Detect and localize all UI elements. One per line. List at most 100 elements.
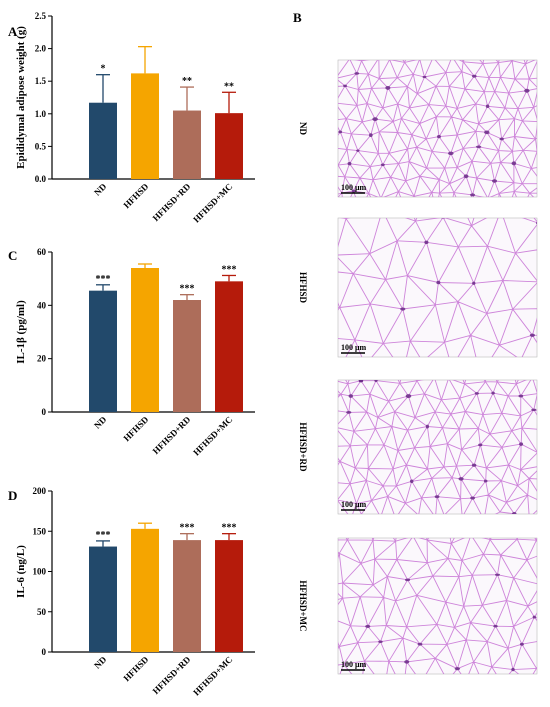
nucleus (511, 161, 517, 166)
nucleus (485, 104, 490, 109)
nucleus (437, 134, 441, 139)
category-label: HFHSD+MC (191, 181, 234, 224)
nucleus (346, 411, 352, 414)
nucleus (458, 477, 464, 481)
nucleus (471, 463, 477, 467)
y-tick-label: 100 (33, 567, 47, 577)
category-label: HFHSD+MC (191, 414, 234, 457)
nucleus (378, 640, 383, 643)
nucleus (454, 667, 461, 671)
nucleus (463, 174, 469, 179)
scale-bar-label: 100 μm (341, 183, 367, 192)
nucleus (324, 665, 329, 668)
significance-label: ** (182, 76, 192, 87)
nucleus (374, 380, 378, 382)
nucleus (425, 42, 431, 45)
panel-label-d: D (8, 488, 17, 503)
y-tick-label: 150 (33, 526, 47, 536)
nucleus (518, 394, 524, 398)
significance-label: *** (180, 284, 195, 295)
nucleus (356, 149, 360, 152)
bar-hfhsd-rd (173, 300, 201, 412)
category-label: ND (92, 414, 109, 431)
nucleus (343, 84, 348, 88)
nucleus (422, 75, 427, 79)
nucleus (529, 333, 535, 337)
nucleus (434, 207, 438, 210)
nucleus (405, 394, 412, 399)
nucleus (417, 642, 423, 646)
category-label: HFHSD+MC (191, 654, 234, 697)
nucleus (448, 151, 454, 156)
nucleus (436, 280, 441, 285)
chart-a-epididymal-adipose-weight: 0.0 0.5 1.0 1.5 2.0 2.5 Epididymal adipose wei… (15, 11, 255, 225)
bar-hfhsd-rd (173, 110, 201, 179)
category-label: HFHSD (121, 414, 150, 443)
panel-label-b: B (293, 10, 302, 25)
nucleus (341, 211, 345, 214)
nucleus (495, 209, 499, 212)
nucleus (491, 179, 498, 183)
nucleus (543, 501, 547, 505)
nucleus (354, 72, 360, 75)
nucleus (410, 41, 414, 43)
nucleus (329, 174, 332, 178)
group-label: ND (298, 122, 308, 135)
y-tick-label: 0 (42, 647, 47, 657)
scale-bar-label: 100 μm (341, 660, 367, 669)
histology-image-hfhsd-rd: 100 μm HFHSD+RD (298, 379, 549, 515)
significance-label: *** (222, 523, 237, 534)
nucleus (519, 642, 524, 646)
nucleus (404, 660, 410, 664)
scale-bar-label: 100 μm (341, 343, 367, 352)
scale-bar-label: 100 μm (341, 500, 367, 509)
bar-hfhsd-rd (173, 540, 201, 652)
significance-label: *** (222, 264, 237, 275)
significance-label: *** (96, 530, 111, 541)
category-label: HFHSD (121, 654, 150, 683)
panel-label-a: A (8, 24, 18, 39)
nucleus (405, 578, 411, 582)
bar-nd (89, 546, 117, 652)
y-axis-label: IL-6 (ng/L) (15, 545, 27, 598)
nucleus (519, 442, 524, 446)
adipocyte-network (338, 218, 537, 357)
histology-image-nd: 100 μm ND (298, 41, 538, 214)
nucleus (348, 394, 353, 398)
significance-label: *** (96, 274, 111, 285)
nucleus (469, 193, 476, 197)
y-tick-label: 1.0 (35, 109, 47, 119)
bar-hfhsd (131, 73, 159, 179)
tissue-background (337, 537, 538, 675)
significance-label: * (101, 64, 106, 75)
nucleus (385, 85, 391, 90)
nucleus (334, 77, 337, 79)
y-tick-label: 200 (33, 486, 47, 496)
bar-hfhsd (131, 268, 159, 412)
nucleus (338, 130, 343, 134)
y-axis-label: Epididymal adipose weight (g) (15, 26, 27, 169)
nucleus (512, 512, 517, 514)
significance-label: ** (224, 81, 234, 92)
y-tick-label: 0.5 (35, 141, 47, 151)
nucleus (540, 514, 545, 516)
significance-label: *** (180, 523, 195, 534)
nucleus (511, 667, 515, 672)
nucleus (478, 443, 483, 447)
nucleus (491, 391, 495, 395)
nucleus (470, 496, 476, 500)
histology-panel-b: 100 μm ND 100 μm HFHSD 100 μm HFHSD+RD 100 μm H… (298, 41, 549, 675)
nucleus (545, 428, 549, 432)
y-tick-label: 50 (37, 607, 47, 617)
group-label: HFHSD (298, 272, 308, 304)
nucleus (347, 161, 352, 166)
y-tick-label: 1.5 (35, 76, 47, 86)
category-label: HFHSD+RD (151, 654, 193, 696)
nucleus (483, 479, 488, 483)
bar-nd (89, 290, 117, 412)
cell-membranes (338, 60, 537, 197)
category-label: HFHSD+RD (151, 181, 193, 223)
nucleus (499, 137, 504, 141)
nucleus (493, 624, 498, 628)
